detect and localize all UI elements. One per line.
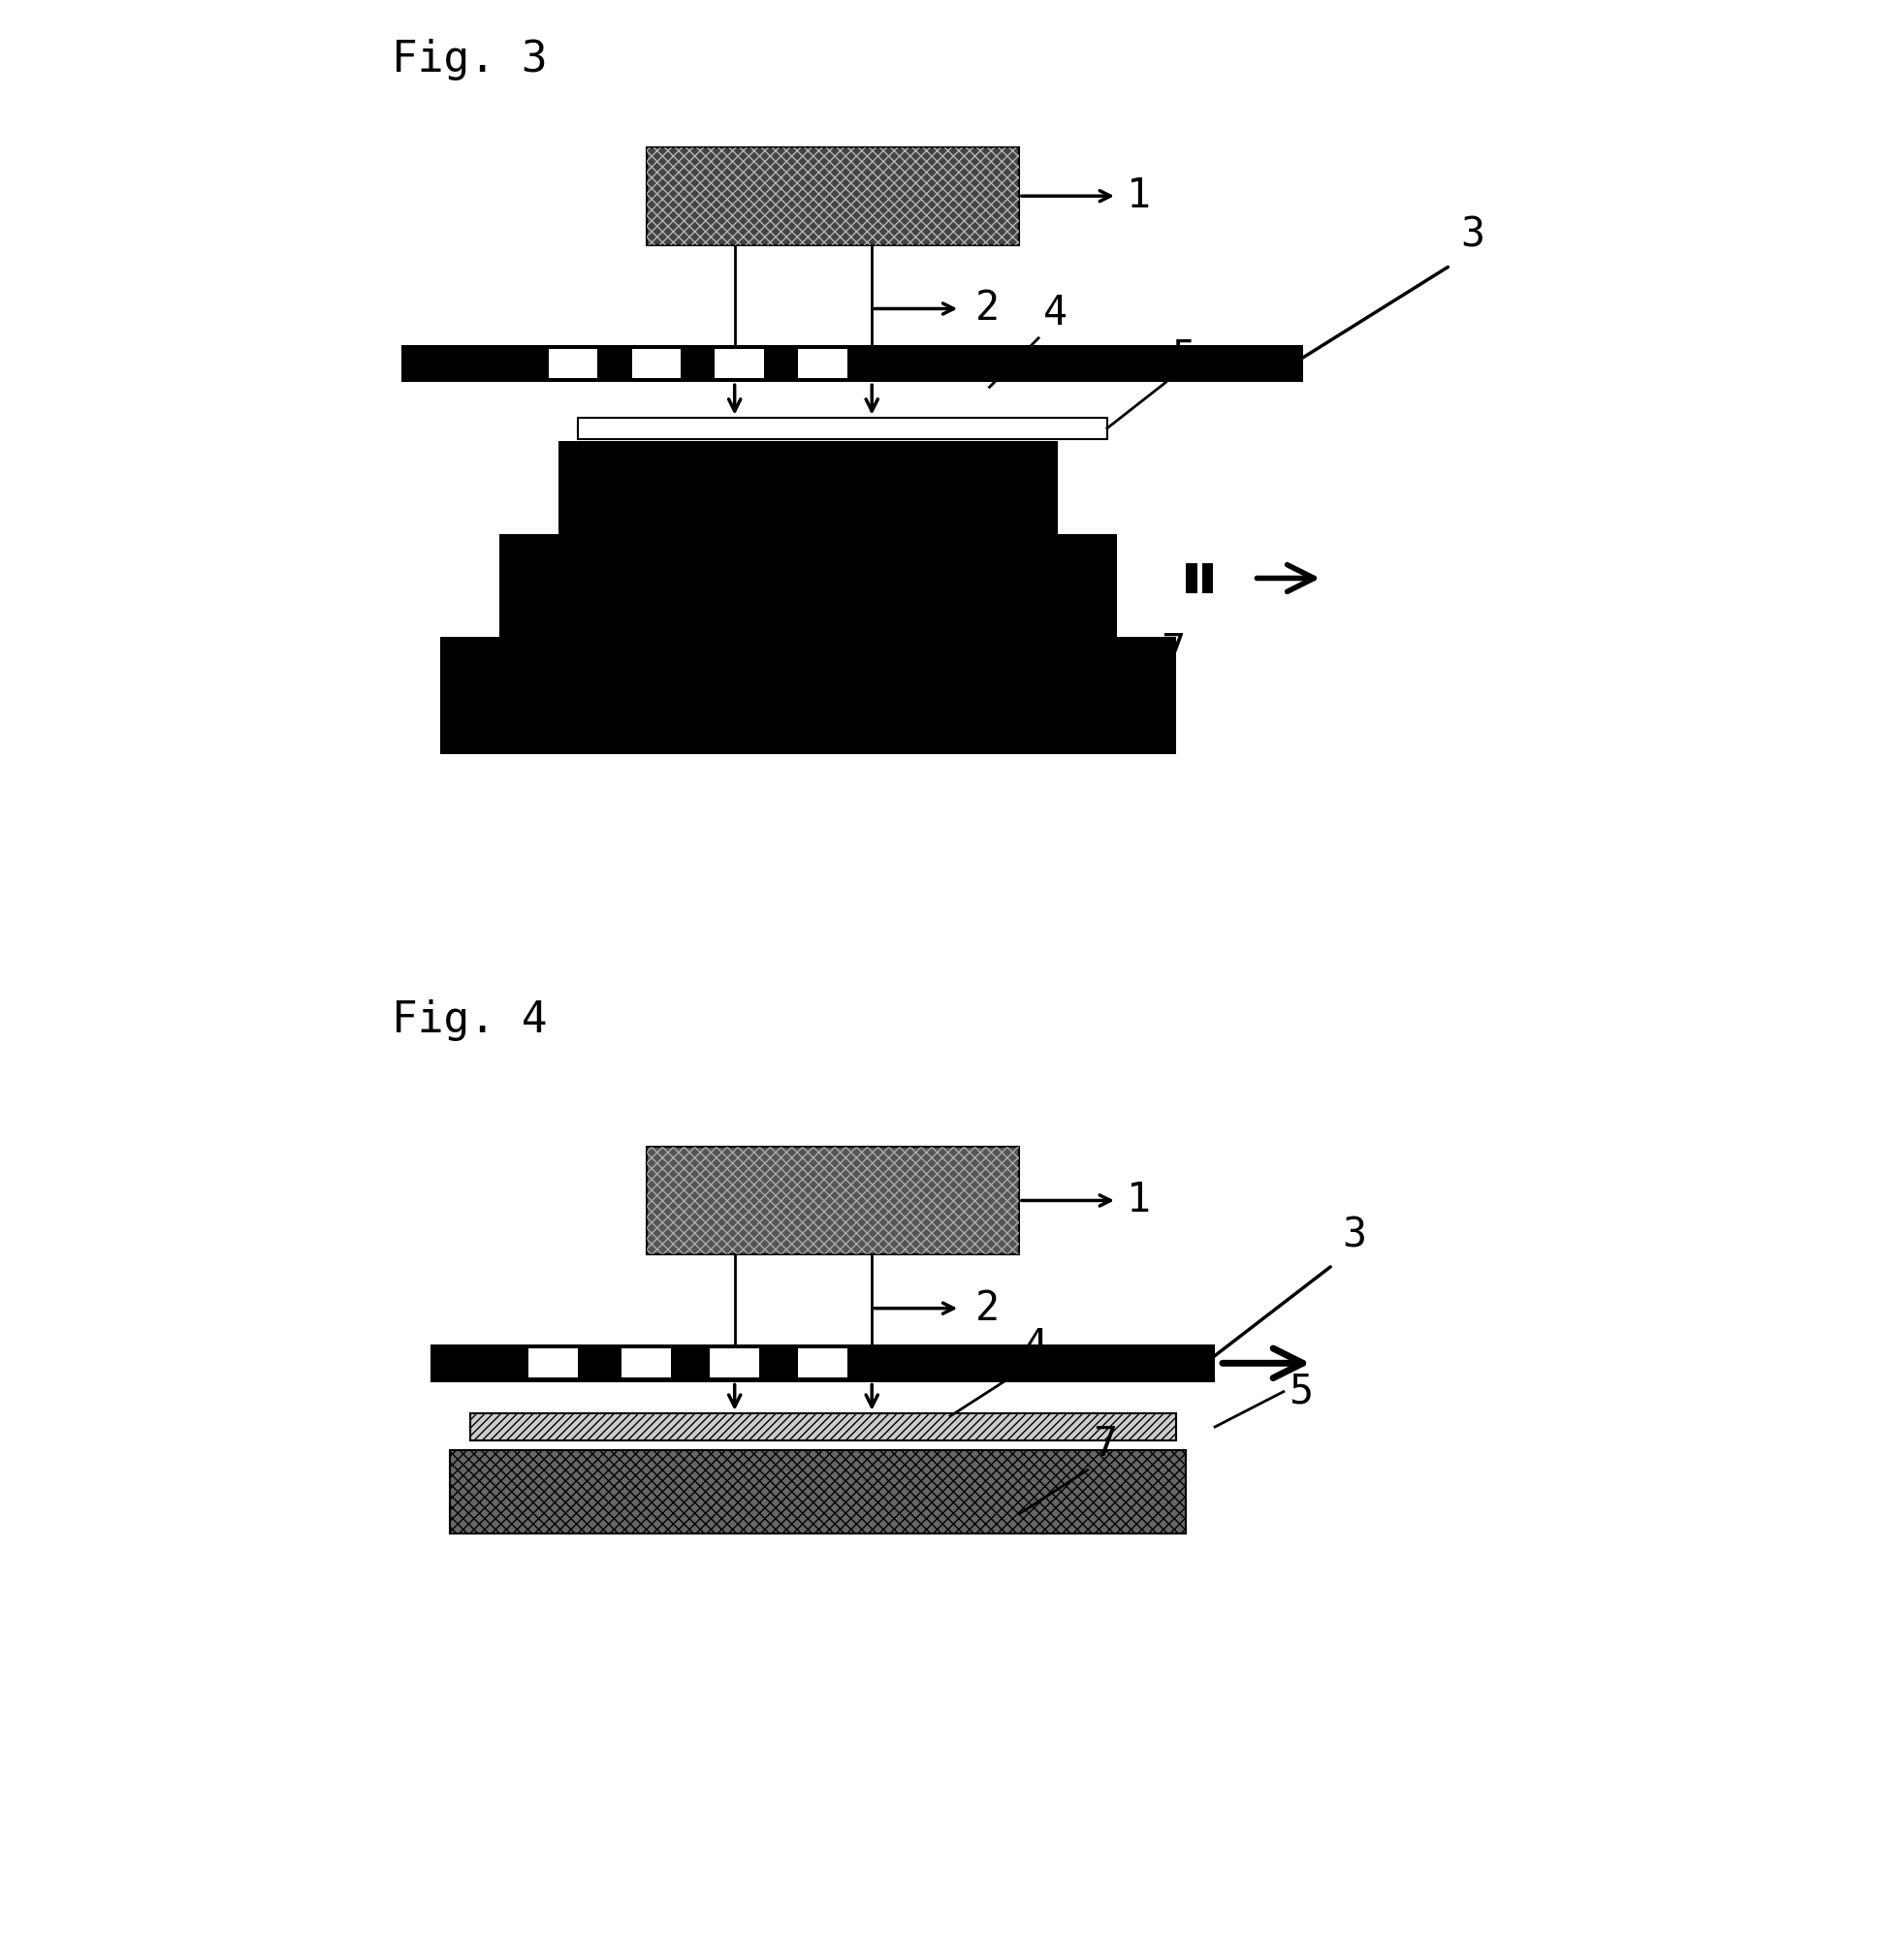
Text: 3: 3 xyxy=(1342,1215,1367,1254)
Text: Fig. 3: Fig. 3 xyxy=(391,39,547,80)
Bar xyxy=(577,417,1107,439)
Text: 3: 3 xyxy=(1459,216,1483,255)
Bar xyxy=(714,349,763,378)
Bar xyxy=(647,1147,1019,1254)
Bar xyxy=(797,349,846,378)
Bar xyxy=(632,349,681,378)
Text: 2: 2 xyxy=(974,288,998,329)
Text: 5: 5 xyxy=(1288,1372,1312,1411)
Bar xyxy=(431,1345,1214,1382)
Bar xyxy=(470,1413,1175,1441)
Text: 7: 7 xyxy=(1160,631,1184,670)
Bar xyxy=(549,349,598,378)
Bar xyxy=(711,1348,760,1378)
Bar xyxy=(797,1348,846,1378)
Bar xyxy=(470,1413,1175,1441)
Bar xyxy=(647,147,1019,245)
Bar xyxy=(558,441,1058,533)
Text: 2: 2 xyxy=(974,1288,998,1329)
Text: 4: 4 xyxy=(1043,292,1068,333)
Bar xyxy=(449,1450,1184,1533)
Bar xyxy=(449,1450,1184,1533)
Bar xyxy=(400,345,1303,382)
Bar xyxy=(440,637,1175,755)
Bar xyxy=(647,1147,1019,1254)
Bar xyxy=(622,1348,671,1378)
Text: 4: 4 xyxy=(1023,1327,1047,1368)
Text: 1: 1 xyxy=(1126,1180,1151,1221)
Bar xyxy=(498,535,1117,637)
Bar xyxy=(1198,564,1201,592)
Bar xyxy=(528,1348,577,1378)
Text: Fig. 4: Fig. 4 xyxy=(391,1000,547,1041)
Bar xyxy=(1184,564,1213,592)
Bar xyxy=(647,147,1019,245)
Text: 5: 5 xyxy=(1169,337,1194,378)
Text: 7: 7 xyxy=(1092,1425,1117,1466)
Text: 1: 1 xyxy=(1126,176,1151,216)
